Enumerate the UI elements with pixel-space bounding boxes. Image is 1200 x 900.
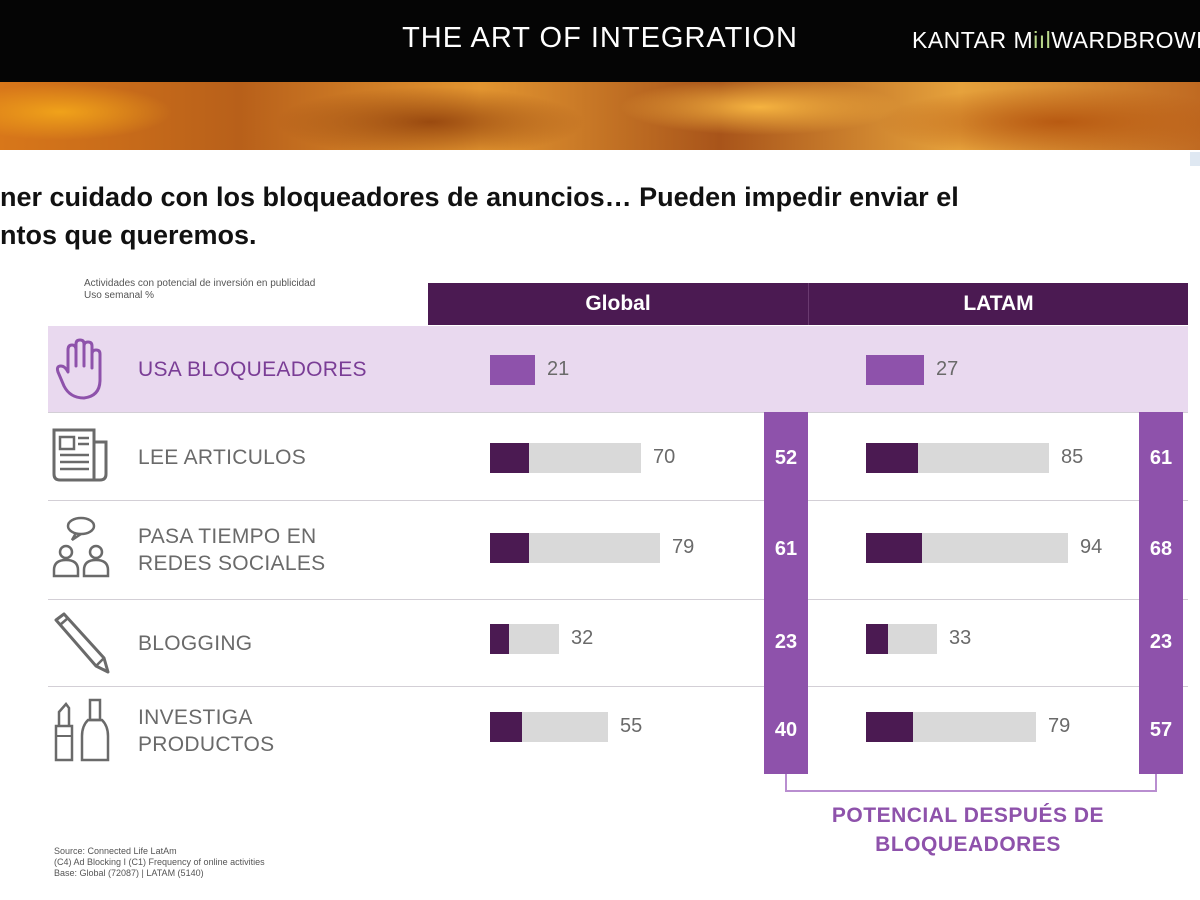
- bar-track-global: [490, 355, 535, 385]
- bar-blockers-global: [490, 355, 535, 385]
- presentation-title: THE ART OF INTEGRATION: [402, 22, 798, 54]
- potential-label-line-1: POTENCIAL DESPUÉS DE: [831, 804, 1105, 827]
- row-label-blogging: BLOGGING: [138, 630, 252, 657]
- bar-track-global: [490, 533, 660, 563]
- row-separator: [48, 686, 1188, 687]
- bar-track-global: [490, 443, 641, 473]
- potential-column-latam: 61 68 23 57: [1139, 412, 1183, 774]
- brand-logo-part3: WARDBROWN: [1051, 27, 1200, 53]
- column-header-latam: LATAM: [809, 283, 1188, 325]
- bar-blocked-segment-latam: [866, 624, 888, 654]
- source-line-1: Source: Connected Life LatAm: [54, 846, 177, 856]
- bar-value-latam: 85: [1061, 446, 1084, 468]
- decorative-banner: [0, 82, 1200, 150]
- bar-blocked-segment-latam: [866, 712, 913, 742]
- scroll-edge: [1190, 152, 1200, 166]
- slide-headline: ner cuidado con los bloqueadores de anun…: [0, 178, 959, 254]
- potential-global-value: 61: [774, 538, 798, 560]
- bar-value-latam: 94: [1080, 536, 1103, 558]
- headline-line-2: ntos que queremos.: [0, 220, 257, 250]
- bar-blocked-segment-global: [490, 624, 509, 654]
- bar-track-global: [490, 624, 559, 654]
- row-label-line: BLOGGING: [138, 632, 253, 655]
- row-separator: [48, 599, 1188, 600]
- bar-value-latam: 79: [1048, 715, 1071, 737]
- top-bar: THE ART OF INTEGRATION KANTAR MiılWARDBR…: [0, 0, 1200, 82]
- row-label-lee-articulos: LEE ARTICULOS: [138, 444, 306, 471]
- bar-track-latam: [866, 533, 1068, 563]
- source-note: Source: Connected Life LatAm (C4) Ad Blo…: [54, 846, 265, 879]
- chart-note-line-2: Uso semanal %: [84, 290, 155, 301]
- row-label-investiga-productos: INVESTIGA PRODUCTOS: [138, 704, 275, 758]
- column-header-global: Global: [428, 283, 808, 325]
- bar-blocked-segment-global: [490, 443, 529, 473]
- bar-value-global: 70: [653, 446, 676, 468]
- headline-line-1: ner cuidado con los bloqueadores de anun…: [0, 182, 959, 212]
- brand-logo-part2: iıl: [1033, 27, 1052, 53]
- bar-track-latam: [866, 443, 1049, 473]
- source-line-3: Base: Global (72087) | LATAM (5140): [54, 868, 204, 878]
- blocker-row-highlight: [48, 326, 1188, 412]
- brand-logo-part1: KANTAR M: [912, 27, 1034, 53]
- row-label-line: PRODUCTOS: [138, 733, 275, 756]
- bar-value-latam: 27: [936, 358, 959, 380]
- pencil-icon: [54, 612, 110, 674]
- bar-value-global: 32: [571, 627, 594, 649]
- hand-icon: [55, 338, 102, 400]
- bar-value-global: 21: [547, 358, 570, 380]
- source-line-2: (C4) Ad Blocking I (C1) Frequency of onl…: [54, 857, 265, 867]
- potential-global-value: 52: [774, 447, 798, 469]
- bar-value-global: 55: [620, 715, 643, 737]
- bar-blocked-segment-global: [490, 533, 529, 563]
- row-label-line: USA BLOQUEADORES: [138, 358, 367, 381]
- bar-value-global: 79: [672, 536, 695, 558]
- potential-column-global: 52 61 23 40: [764, 412, 808, 774]
- row-label-line: INVESTIGA: [138, 706, 253, 729]
- potential-latam-value: 61: [1149, 447, 1173, 469]
- row-label-line: REDES SOCIALES: [138, 552, 326, 575]
- row-separator: [48, 500, 1188, 501]
- cosmetics-icon: [54, 698, 110, 762]
- potential-global-value: 40: [774, 719, 798, 741]
- potential-label-line-2: BLOQUEADORES: [875, 833, 1061, 856]
- potential-latam-value: 68: [1149, 538, 1173, 560]
- bar-track-global: [490, 712, 608, 742]
- bar-track-latam: [866, 712, 1036, 742]
- row-label-line: LEE ARTICULOS: [138, 446, 307, 469]
- potential-latam-value: 23: [1149, 631, 1173, 653]
- bar-track-latam: [866, 355, 924, 385]
- column-header-divider: [808, 283, 809, 325]
- bar-blocked-segment-global: [490, 712, 522, 742]
- row-separator: [48, 412, 1188, 413]
- row-label-redes-sociales: PASA TIEMPO EN REDES SOCIALES: [138, 523, 325, 577]
- bar-track-latam: [866, 624, 937, 654]
- bar-blocked-segment-latam: [866, 443, 918, 473]
- bar-value-latam: 33: [949, 627, 972, 649]
- bar-blocked-segment-latam: [866, 533, 922, 563]
- row-label-line: PASA TIEMPO EN: [138, 525, 317, 548]
- brand-logo: KANTAR MiılWARDBROWN: [912, 27, 1200, 54]
- potential-bracket: [785, 774, 1157, 792]
- potential-label: POTENCIAL DESPUÉS DE BLOQUEADORES: [800, 801, 1136, 859]
- potential-latam-value: 57: [1149, 719, 1173, 741]
- bar-blockers-latam: [866, 355, 924, 385]
- people-chat-icon: [52, 516, 110, 578]
- chart-note-line-1: Actividades con potencial de inversión e…: [84, 278, 316, 289]
- newspaper-icon: [52, 428, 108, 482]
- chart-note: Actividades con potencial de inversión e…: [84, 278, 315, 302]
- row-label-usa-bloqueadores: USA BLOQUEADORES: [138, 356, 367, 383]
- potential-global-value: 23: [774, 631, 798, 653]
